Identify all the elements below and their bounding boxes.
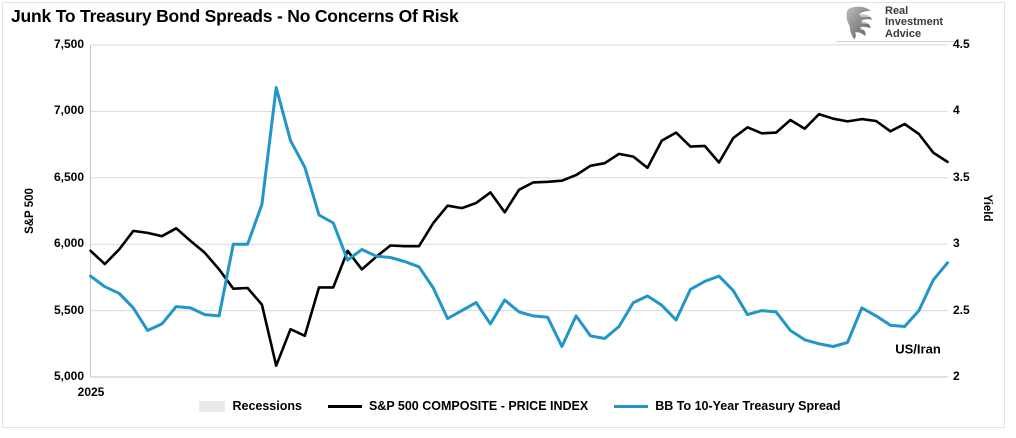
y-tick-label-left: 7,000 xyxy=(53,103,84,117)
x-axis-year-label: 2025 xyxy=(77,385,105,399)
logo-line-3: Advice xyxy=(885,27,922,40)
sp500-line-swatch xyxy=(327,404,362,408)
eagle-icon xyxy=(846,6,873,40)
legend: Recessions S&P 500 COMPOSITE - PRICE IND… xyxy=(92,399,948,413)
chart-title: Junk To Treasury Bond Spreads - No Conce… xyxy=(11,6,459,26)
logo-underline xyxy=(836,41,958,42)
y-tick-label-right: 2.5 xyxy=(953,303,970,317)
y-tick-label-left: 6,000 xyxy=(53,236,84,250)
y-tick-label-right: 3 xyxy=(953,236,960,250)
y-axis-left-title: S&P 500 xyxy=(24,188,36,234)
logo-line-2: Investment xyxy=(885,16,944,29)
logo-line-1: Real xyxy=(885,4,909,17)
annotation-us-iran: US/Iran xyxy=(895,341,941,357)
y-tick-label-left: 5,000 xyxy=(53,369,84,383)
legend-label-sp500: S&P 500 COMPOSITE - PRICE INDEX xyxy=(368,399,589,413)
legend-label-recessions: Recessions xyxy=(232,399,302,413)
legend-item-recessions: Recessions xyxy=(199,399,302,413)
legend-item-sp500: S&P 500 COMPOSITE - PRICE INDEX xyxy=(327,399,589,413)
ria-logo: Real Investment Advice xyxy=(842,4,943,42)
y-tick-label-left: 5,500 xyxy=(53,303,84,317)
y-axis-right-title: Yield xyxy=(981,194,993,222)
y-tick-label-right: 4 xyxy=(953,103,960,117)
spread-line-swatch xyxy=(614,404,649,408)
y-tick-label-right: 3.5 xyxy=(953,170,970,184)
recession-swatch xyxy=(199,400,226,412)
legend-item-spread: BB To 10-Year Treasury Spread xyxy=(614,399,841,413)
y-tick-label-right: 2 xyxy=(953,369,960,383)
y-tick-label-left: 6,500 xyxy=(53,170,84,184)
y-tick-label-right: 4.5 xyxy=(953,37,970,51)
logo-text: Real Investment Advice xyxy=(885,4,944,41)
legend-label-spread: BB To 10-Year Treasury Spread xyxy=(655,399,841,413)
y-tick-label-left: 7,500 xyxy=(53,37,84,51)
